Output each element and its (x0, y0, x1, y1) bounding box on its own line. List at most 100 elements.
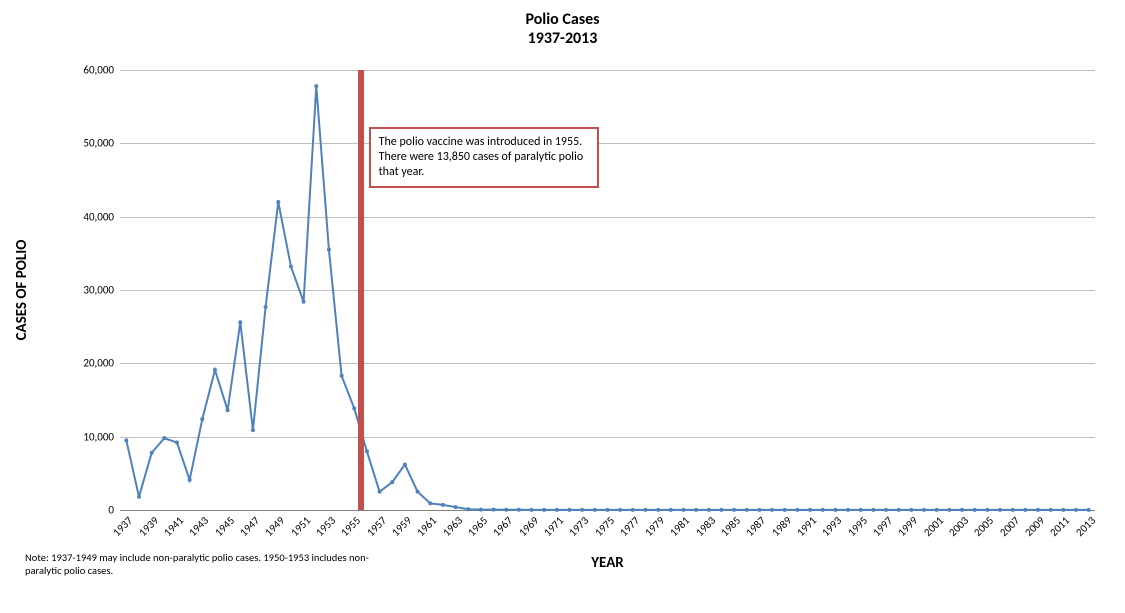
x-tick-label: 1947 (237, 514, 262, 539)
data-marker (390, 480, 394, 484)
data-marker (568, 508, 572, 512)
data-marker (719, 508, 723, 512)
x-tick-label: 1969 (516, 514, 541, 539)
y-tick-label: 60,000 (83, 64, 114, 77)
y-tick-label: 0 (108, 504, 114, 517)
data-marker (352, 406, 356, 410)
data-marker (681, 508, 685, 512)
x-tick-label: 1941 (161, 514, 186, 539)
polio-chart: Polio Cases 1937-2013 CASES OF POLIO YEA… (10, 10, 1115, 603)
x-tick-label: 2013 (1073, 514, 1098, 539)
data-marker (517, 508, 521, 512)
annotation-text: The polio vaccine was introduced in 1955… (379, 135, 584, 179)
x-tick-label: 1983 (693, 514, 718, 539)
data-marker (289, 265, 293, 269)
data-marker (213, 368, 217, 372)
data-marker (859, 508, 863, 512)
data-marker (593, 508, 597, 512)
data-marker (998, 508, 1002, 512)
y-tick-label: 20,000 (83, 357, 114, 370)
x-tick-label: 2005 (972, 514, 997, 539)
data-marker (922, 508, 926, 512)
x-tick-label: 1937 (111, 514, 136, 539)
data-marker (276, 200, 280, 204)
data-marker (732, 508, 736, 512)
data-marker (631, 508, 635, 512)
data-marker (694, 508, 698, 512)
data-marker (643, 508, 647, 512)
x-tick-label: 1979 (642, 514, 667, 539)
data-marker (492, 508, 496, 512)
x-tick-label: 1995 (845, 514, 870, 539)
line-series (120, 70, 1095, 510)
x-tick-label: 1971 (541, 514, 566, 539)
x-tick-label: 1981 (668, 514, 693, 539)
data-marker (846, 508, 850, 512)
x-tick-label: 1959 (389, 514, 414, 539)
data-marker (137, 495, 141, 499)
x-tick-label: 1951 (288, 514, 313, 539)
y-tick-label: 30,000 (83, 284, 114, 297)
x-tick-label: 1957 (364, 514, 389, 539)
x-tick-label: 1987 (744, 514, 769, 539)
data-marker (175, 441, 179, 445)
annotation-box: The polio vaccine was introduced in 1955… (369, 127, 599, 188)
data-marker (238, 320, 242, 324)
series-line (126, 86, 1088, 510)
data-marker (403, 463, 407, 467)
footnote: Note: 1937-1949 may include non-paralyti… (25, 552, 405, 577)
data-marker (795, 508, 799, 512)
chart-title-line1: Polio Cases (10, 10, 1115, 29)
vaccine-year-line (358, 70, 364, 510)
x-tick-label: 2001 (921, 514, 946, 539)
y-axis-title: CASES OF POLIO (13, 240, 31, 341)
data-marker (1049, 508, 1053, 512)
y-tick-label: 40,000 (83, 210, 114, 223)
data-marker (808, 508, 812, 512)
x-tick-label: 1939 (136, 514, 161, 539)
data-marker (542, 508, 546, 512)
data-marker (340, 374, 344, 378)
x-tick-label: 2007 (997, 514, 1022, 539)
data-marker (365, 449, 369, 453)
data-marker (935, 508, 939, 512)
data-marker (378, 490, 382, 494)
data-marker (479, 508, 483, 512)
x-tick-label: 1975 (592, 514, 617, 539)
data-marker (1023, 508, 1027, 512)
data-marker (871, 508, 875, 512)
x-tick-label: 1963 (440, 514, 465, 539)
data-marker (745, 508, 749, 512)
x-tick-label: 1961 (414, 514, 439, 539)
x-tick-label: 1967 (490, 514, 515, 539)
data-marker (226, 408, 230, 412)
data-marker (150, 451, 154, 455)
x-tick-label: 1943 (187, 514, 212, 539)
y-tick-label: 10,000 (83, 430, 114, 443)
data-marker (428, 501, 432, 505)
data-marker (606, 508, 610, 512)
data-marker (909, 508, 913, 512)
x-tick-label: 1949 (262, 514, 287, 539)
x-tick-label: 2011 (1048, 514, 1073, 539)
data-marker (504, 508, 508, 512)
data-marker (302, 300, 306, 304)
x-tick-label: 1999 (896, 514, 921, 539)
data-marker (264, 305, 268, 309)
data-marker (707, 508, 711, 512)
data-marker (770, 508, 774, 512)
data-marker (783, 508, 787, 512)
data-marker (669, 508, 673, 512)
x-tick-label: 1977 (617, 514, 642, 539)
data-marker (833, 508, 837, 512)
x-tick-label: 1991 (794, 514, 819, 539)
data-marker (1074, 508, 1078, 512)
data-marker (188, 478, 192, 482)
data-marker (530, 508, 534, 512)
data-marker (884, 508, 888, 512)
x-tick-label: 1993 (820, 514, 845, 539)
data-marker (327, 248, 331, 252)
data-marker (821, 508, 825, 512)
data-marker (416, 490, 420, 494)
data-marker (251, 428, 255, 432)
